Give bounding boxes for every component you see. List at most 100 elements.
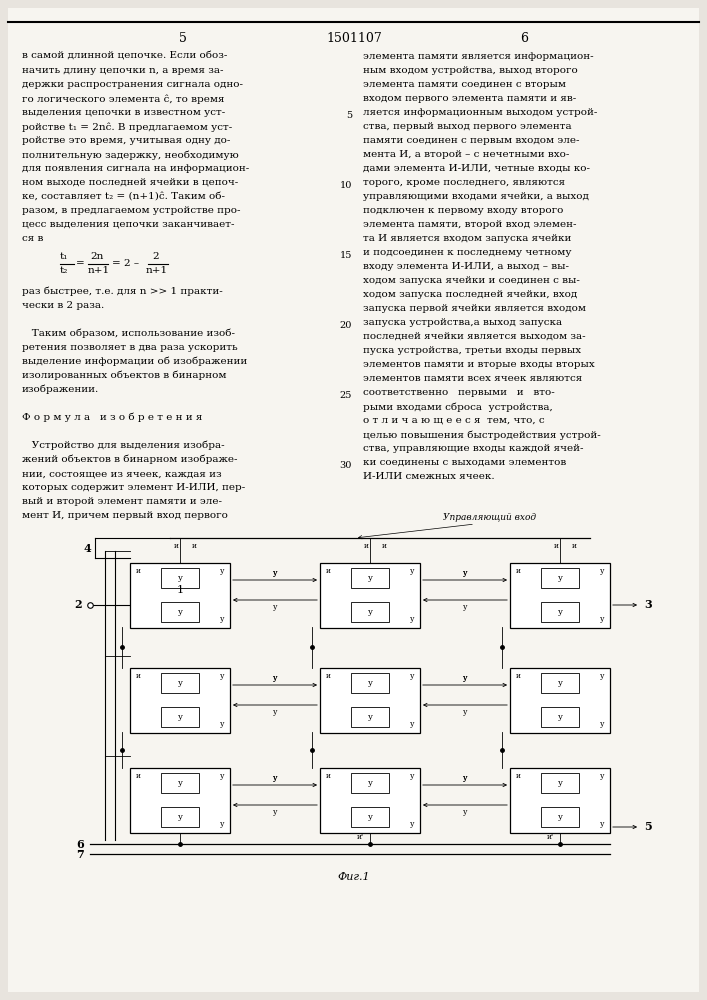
Text: у: у <box>600 615 604 623</box>
Text: t₂: t₂ <box>60 266 69 275</box>
Text: и': и' <box>356 833 363 841</box>
Text: 1: 1 <box>177 585 184 595</box>
Text: у: у <box>558 713 563 721</box>
Bar <box>510 563 610 628</box>
Text: о т л и ч а ю щ е е с я  тем, что, с: о т л и ч а ю щ е е с я тем, что, с <box>363 416 544 425</box>
Text: у: у <box>558 574 563 582</box>
Text: у: у <box>368 713 373 721</box>
Text: и: и <box>136 772 141 780</box>
Text: и: и <box>136 567 141 575</box>
Text: 5: 5 <box>346 110 352 119</box>
Text: разом, в предлагаемом устройстве про-: разом, в предлагаемом устройстве про- <box>22 206 240 215</box>
Text: начить длину цепочки n, а время за-: начить длину цепочки n, а время за- <box>22 66 223 75</box>
Text: мента И, а второй – с нечетными вхо-: мента И, а второй – с нечетными вхо- <box>363 150 569 159</box>
Text: рыми входами сброса  устройства,: рыми входами сброса устройства, <box>363 402 553 412</box>
Text: t₁: t₁ <box>60 252 69 261</box>
Bar <box>161 773 199 793</box>
Text: 6: 6 <box>76 838 84 850</box>
Text: у: у <box>463 774 467 782</box>
Text: 2: 2 <box>152 252 158 261</box>
Bar <box>320 563 420 628</box>
Text: изображении.: изображении. <box>22 385 99 394</box>
Text: у: у <box>558 779 563 787</box>
Text: и: и <box>136 672 141 680</box>
Text: элементов памяти всех ячеек являются: элементов памяти всех ячеек являются <box>363 374 583 383</box>
Bar <box>130 563 230 628</box>
Text: 15: 15 <box>339 250 352 259</box>
Text: полнительную задержку, необходимую: полнительную задержку, необходимую <box>22 150 239 159</box>
Text: 5: 5 <box>644 822 652 832</box>
Text: у: у <box>273 674 277 682</box>
Text: ся в: ся в <box>22 234 43 243</box>
Text: элемента памяти соединен с вторым: элемента памяти соединен с вторым <box>363 80 566 89</box>
Text: дами элемента И-ИЛИ, четные входы ко-: дами элемента И-ИЛИ, четные входы ко- <box>363 164 590 173</box>
Text: и: и <box>515 772 520 780</box>
Text: у: у <box>410 567 414 575</box>
Text: запуска устройства,а выход запуска: запуска устройства,а выход запуска <box>363 318 562 327</box>
Text: у: у <box>273 774 277 782</box>
Text: и подсоединен к последнему четному: и подсоединен к последнему четному <box>363 248 571 257</box>
Text: входом первого элемента памяти и яв-: входом первого элемента памяти и яв- <box>363 94 576 103</box>
Bar <box>161 568 199 588</box>
Text: пуска устройства, третьи входы первых: пуска устройства, третьи входы первых <box>363 346 581 355</box>
Text: целью повышения быстродействия устрой-: целью повышения быстродействия устрой- <box>363 430 601 440</box>
Text: у: у <box>410 672 414 680</box>
Text: 3: 3 <box>644 599 652 610</box>
Text: у: у <box>410 820 414 828</box>
Text: ным входом устройства, выход второго: ным входом устройства, выход второго <box>363 66 578 75</box>
Text: И-ИЛИ смежных ячеек.: И-ИЛИ смежных ячеек. <box>363 472 495 481</box>
Text: у: у <box>273 569 277 577</box>
Bar <box>541 602 579 622</box>
Text: Ф о р м у л а   и з о б р е т е н и я: Ф о р м у л а и з о б р е т е н и я <box>22 413 202 422</box>
Text: и: и <box>515 672 520 680</box>
Text: у: у <box>410 615 414 623</box>
Text: выделения цепочки в известном уст-: выделения цепочки в известном уст- <box>22 108 226 117</box>
Text: которых содержит элемент И-ИЛИ, пер-: которых содержит элемент И-ИЛИ, пер- <box>22 483 245 492</box>
Text: чески в 2 раза.: чески в 2 раза. <box>22 301 104 310</box>
Text: элементов памяти и вторые входы вторых: элементов памяти и вторые входы вторых <box>363 360 595 369</box>
Bar <box>541 707 579 727</box>
Text: и: и <box>192 542 197 550</box>
Bar <box>161 807 199 827</box>
Text: у: у <box>273 808 277 816</box>
Text: и: и <box>382 542 387 550</box>
Text: ретения позволяет в два раза ускорить: ретения позволяет в два раза ускорить <box>22 343 238 352</box>
Bar <box>541 773 579 793</box>
Text: и: и <box>363 542 368 550</box>
Text: элемента памяти является информацион-: элемента памяти является информацион- <box>363 52 594 61</box>
Text: и: и <box>325 567 330 575</box>
Bar <box>541 568 579 588</box>
Bar <box>130 768 230 833</box>
Text: у: у <box>600 720 604 728</box>
Text: у: у <box>177 608 182 616</box>
Text: и: и <box>515 567 520 575</box>
Text: 20: 20 <box>339 320 352 330</box>
Text: изолированных объектов в бинарном: изолированных объектов в бинарном <box>22 371 226 380</box>
Text: у: у <box>463 603 467 611</box>
Text: управляющими входами ячейки, а выход: управляющими входами ячейки, а выход <box>363 192 589 201</box>
Text: ройстве t₁ = 2nĉ. В предлагаемом уст-: ройстве t₁ = 2nĉ. В предлагаемом уст- <box>22 122 233 131</box>
Text: у: у <box>558 679 563 687</box>
Text: у: у <box>368 608 373 616</box>
Text: у: у <box>558 813 563 821</box>
Text: 7: 7 <box>76 848 84 859</box>
Text: у: у <box>558 608 563 616</box>
Text: у: у <box>368 679 373 687</box>
Text: и: и <box>571 542 576 550</box>
Text: у: у <box>600 820 604 828</box>
Text: у: у <box>463 674 467 682</box>
Text: и: и <box>325 672 330 680</box>
Text: 6: 6 <box>520 31 528 44</box>
Text: n+1: n+1 <box>146 266 168 275</box>
Text: у: у <box>177 574 182 582</box>
Text: 2n: 2n <box>90 252 103 261</box>
Text: у: у <box>600 772 604 780</box>
Text: Устройство для выделения изобра-: Устройство для выделения изобра- <box>22 441 225 450</box>
Text: у: у <box>273 603 277 611</box>
Bar <box>351 602 389 622</box>
Bar <box>320 668 420 733</box>
Text: в самой длинной цепочке. Если обоз-: в самой длинной цепочке. Если обоз- <box>22 52 228 61</box>
Text: ройстве это время, учитывая одну до-: ройстве это время, учитывая одну до- <box>22 136 230 145</box>
Text: держки распространения сигнала одно-: держки распространения сигнала одно- <box>22 80 243 89</box>
Text: и: и <box>173 542 178 550</box>
